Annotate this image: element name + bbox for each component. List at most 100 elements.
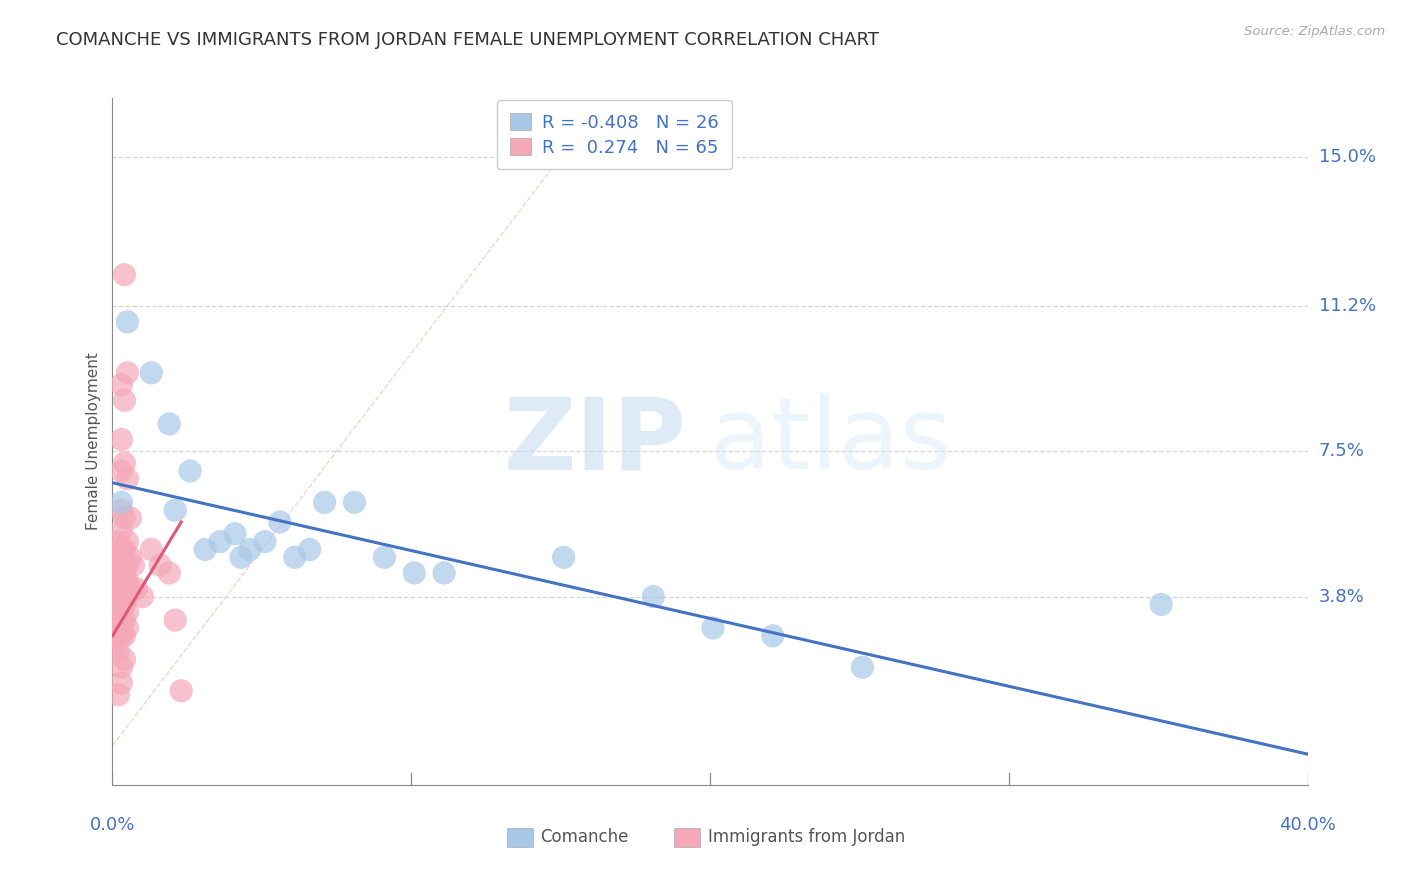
Point	[165, 613, 187, 627]
Point	[114, 598, 135, 612]
Point	[104, 637, 127, 651]
Text: Immigrants from Jordan: Immigrants from Jordan	[707, 828, 905, 847]
Point	[107, 613, 129, 627]
Point	[117, 366, 139, 380]
Point	[284, 550, 307, 565]
Point	[110, 660, 132, 674]
Point	[104, 605, 127, 619]
Text: 0.0%: 0.0%	[90, 815, 135, 833]
Point	[107, 550, 129, 565]
Point	[117, 605, 139, 619]
Point	[107, 598, 129, 612]
Point	[110, 542, 132, 557]
Point	[104, 613, 127, 627]
Point	[170, 683, 193, 698]
Point	[107, 534, 129, 549]
Point	[107, 629, 129, 643]
Point	[107, 644, 129, 658]
Point	[110, 601, 132, 615]
Point	[104, 582, 127, 596]
Point	[298, 542, 321, 557]
Point	[1150, 598, 1173, 612]
Point	[117, 534, 139, 549]
Point	[179, 464, 201, 478]
Point	[110, 433, 132, 447]
Text: 15.0%: 15.0%	[1319, 148, 1375, 166]
Point	[643, 590, 665, 604]
Point	[107, 688, 129, 702]
Point	[229, 550, 252, 565]
Point	[107, 582, 129, 596]
Point	[110, 621, 132, 635]
Legend: R = -0.408   N = 26, R =  0.274   N = 65: R = -0.408 N = 26, R = 0.274 N = 65	[498, 100, 731, 169]
Point	[141, 542, 163, 557]
Point	[114, 456, 135, 470]
Point	[104, 542, 127, 557]
Point	[114, 542, 135, 557]
Point	[157, 566, 180, 580]
Point	[114, 268, 135, 282]
Point	[114, 613, 135, 627]
Point	[120, 582, 142, 596]
Point	[107, 566, 129, 580]
Point	[117, 621, 139, 635]
Y-axis label: Female Unemployment: Female Unemployment	[86, 352, 101, 531]
Point	[110, 590, 132, 604]
Point	[110, 464, 132, 478]
FancyBboxPatch shape	[675, 828, 700, 847]
Point	[117, 590, 139, 604]
Point	[104, 558, 127, 573]
Point	[194, 542, 217, 557]
Point	[114, 393, 135, 408]
Point	[141, 366, 163, 380]
Text: COMANCHE VS IMMIGRANTS FROM JORDAN FEMALE UNEMPLOYMENT CORRELATION CHART: COMANCHE VS IMMIGRANTS FROM JORDAN FEMAL…	[56, 31, 879, 49]
Point	[157, 417, 180, 431]
FancyBboxPatch shape	[508, 828, 533, 847]
Point	[553, 550, 575, 565]
Point	[114, 566, 135, 580]
Point	[122, 558, 145, 573]
Point	[104, 566, 127, 580]
Point	[253, 534, 276, 549]
Point	[117, 574, 139, 588]
Point	[702, 621, 724, 635]
Text: 3.8%: 3.8%	[1319, 588, 1364, 606]
Point	[110, 676, 132, 690]
Point	[110, 495, 132, 509]
Point	[851, 660, 873, 674]
Point	[110, 574, 132, 588]
Point	[117, 315, 139, 329]
Text: 11.2%: 11.2%	[1319, 297, 1376, 315]
Point	[114, 629, 135, 643]
Point	[120, 511, 142, 525]
Point	[343, 495, 366, 509]
Text: Comanche: Comanche	[540, 828, 628, 847]
Text: ZIP: ZIP	[503, 393, 686, 490]
Point	[110, 558, 132, 573]
Point	[125, 582, 148, 596]
Point	[104, 629, 127, 643]
Text: atlas: atlas	[710, 393, 952, 490]
Point	[114, 582, 135, 596]
Text: Source: ZipAtlas.com: Source: ZipAtlas.com	[1244, 25, 1385, 38]
Point	[433, 566, 456, 580]
Point	[165, 503, 187, 517]
Point	[314, 495, 336, 509]
Point	[762, 629, 785, 643]
Point	[131, 590, 153, 604]
Point	[110, 503, 132, 517]
Point	[149, 558, 172, 573]
Point	[404, 566, 426, 580]
Point	[208, 534, 231, 549]
Point	[104, 598, 127, 612]
Text: 7.5%: 7.5%	[1319, 442, 1365, 460]
Point	[117, 472, 139, 486]
Point	[373, 550, 395, 565]
Point	[104, 574, 127, 588]
Point	[104, 621, 127, 635]
Point	[104, 590, 127, 604]
Point	[114, 511, 135, 525]
Point	[117, 558, 139, 573]
Point	[110, 377, 132, 392]
Point	[110, 629, 132, 643]
